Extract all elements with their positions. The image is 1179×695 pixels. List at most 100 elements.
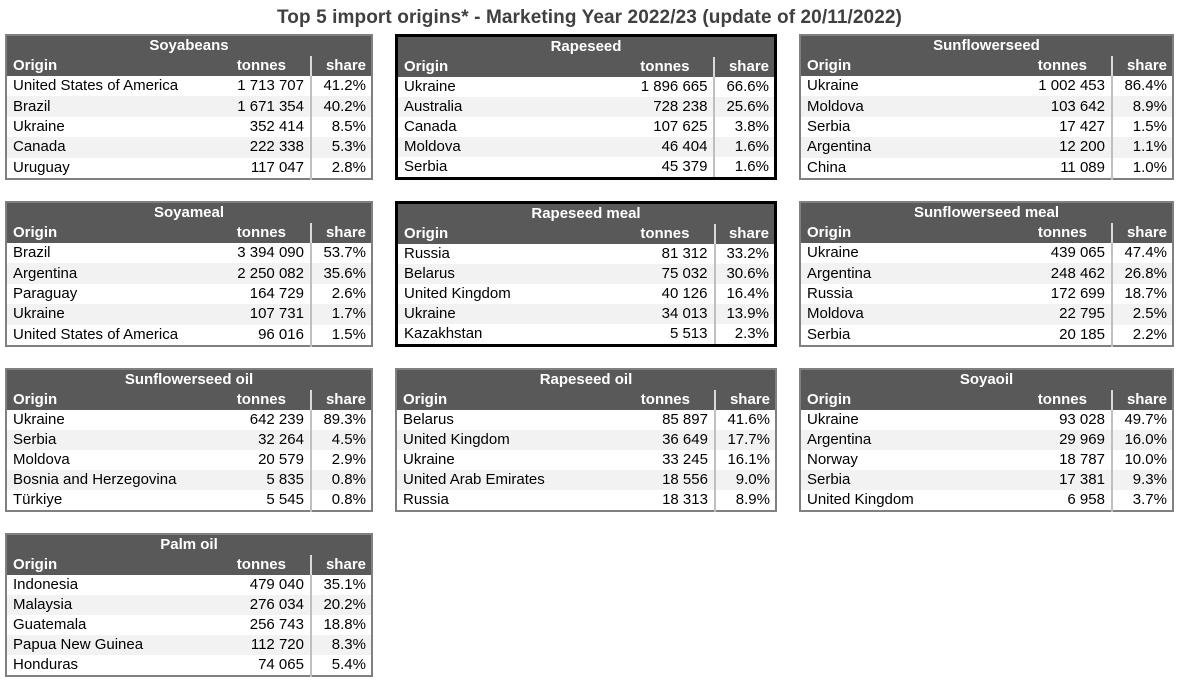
tonnes-cell: 117 047 (250, 158, 304, 176)
origin-cell: Malaysia (13, 596, 73, 613)
tonnes-cell: 93 028 (1059, 411, 1105, 428)
table-row: Brazil 1 671 354 40.2% (6, 96, 372, 117)
table-row: Argentina 2 250 082 35.6% (6, 263, 372, 284)
origin-cell: United Kingdom (404, 285, 511, 302)
table-row: Moldova 46 404 1.6% (396, 137, 776, 157)
origin-cell: Ukraine (404, 305, 456, 322)
table-row: Serbia 45 379 1.6% (396, 157, 776, 179)
import-origins-table: Sunflowerseed Origin tonnes share Ukrain… (799, 34, 1174, 180)
column-header-origin: Origin (396, 224, 613, 244)
share-cell: 9.3% (1110, 470, 1173, 490)
origin-cell: Serbia (807, 117, 851, 135)
origin-cell: Serbia (13, 431, 57, 448)
tonnes-cell: 96 016 (258, 325, 304, 343)
table-title-row: Sunflowerseed oil (6, 369, 372, 390)
tonnes-cell: 17 381 (1059, 471, 1105, 488)
origin-cell: United States of America (13, 77, 179, 95)
share-cell: 18.7% (1111, 283, 1173, 305)
table-title-row: Sunflowerseed (800, 35, 1173, 56)
column-header-row: Origin tonnes share (396, 224, 776, 244)
share-cell: 8.9% (713, 490, 776, 511)
import-origins-table: Soyaoil Origin tonnes share Ukraine 93 0… (799, 368, 1174, 512)
table-row: Moldova 20 579 2.9% (6, 450, 372, 470)
column-header-row: Origin tonnes share (6, 56, 372, 76)
tonnes-cell: 20 185 (1059, 325, 1105, 343)
column-header-origin: Origin (396, 57, 613, 77)
share-cell: 3.8% (713, 117, 776, 137)
column-header-row: Origin tonnes share (6, 555, 372, 575)
column-header-share: share (713, 390, 776, 410)
share-cell: 5.4% (309, 655, 372, 676)
table-title: Rapeseed (396, 35, 776, 57)
tonnes-cell: 75 032 (661, 265, 708, 282)
table-row: Belarus 75 032 30.6% (396, 264, 776, 284)
column-header-share: share (1110, 56, 1173, 76)
tonnes-cell: 29 969 (1059, 431, 1105, 448)
table-title-row: Rapeseed oil (396, 369, 776, 390)
table-title: Soyabeans (6, 35, 372, 56)
column-header-tonnes: tonnes (612, 390, 715, 410)
import-origins-table: Rapeseed Origin tonnes share Ukraine 1 8… (395, 34, 777, 180)
share-cell: 35.1% (309, 575, 372, 595)
column-header-tonnes: tonnes (208, 56, 311, 76)
tonnes-cell: 172 699 (1050, 284, 1105, 302)
origin-cell: Ukraine (403, 451, 455, 468)
origin-cell: Uruguay (13, 158, 70, 176)
share-cell: 1.1% (1110, 137, 1173, 158)
tonnes-cell: 1 896 665 (640, 78, 708, 95)
tonnes-cell: 46 404 (661, 138, 708, 155)
table-row: United Arab Emirates 18 556 9.0% (396, 470, 776, 490)
tonnes-cell: 12 200 (1059, 138, 1105, 156)
share-cell: 1.6% (713, 137, 776, 157)
origin-cell: Ukraine (807, 411, 859, 428)
tonnes-cell: 45 379 (661, 158, 708, 175)
tonnes-cell: 642 239 (249, 411, 304, 428)
origin-cell: Bosnia and Herzegovina (13, 471, 177, 488)
tonnes-cell: 2 250 082 (237, 264, 304, 282)
share-cell: 30.6% (713, 264, 776, 284)
table-row: Moldova 103 642 8.9% (800, 96, 1173, 117)
tonnes-cell: 222 338 (249, 138, 304, 156)
table-row: Norway 18 787 10.0% (800, 450, 1173, 470)
table-title-row: Soyaoil (800, 369, 1173, 390)
origin-cell: Papua New Guinea (13, 636, 144, 653)
table-row: Ukraine 439 065 47.4% (800, 243, 1173, 264)
origin-cell: Honduras (13, 656, 79, 673)
column-header-origin: Origin (800, 56, 1010, 76)
share-cell: 2.6% (309, 283, 372, 305)
origin-cell: Belarus (403, 411, 454, 428)
origin-cell: Australia (404, 98, 463, 115)
table-row: Ukraine 107 731 1.7% (6, 304, 372, 325)
tonnes-cell: 112 720 (250, 636, 304, 653)
table-title: Sunflowerseed meal (800, 202, 1173, 223)
origin-cell: Russia (404, 245, 450, 262)
table-row: Paraguay 164 729 2.6% (6, 283, 372, 305)
column-header-row: Origin tonnes share (800, 390, 1173, 410)
column-header-origin: Origin (6, 555, 209, 575)
table-row: Russia 81 312 33.2% (396, 244, 776, 264)
share-cell: 2.3% (713, 324, 776, 346)
column-header-tonnes: tonnes (1009, 56, 1112, 76)
share-cell: 3.7% (1110, 490, 1173, 511)
share-cell: 16.0% (1110, 430, 1173, 450)
table-row: Ukraine 93 028 49.7% (800, 410, 1173, 430)
share-cell: 0.8% (309, 490, 372, 511)
column-header-tonnes: tonnes (612, 57, 715, 77)
tonnes-cell: 107 625 (653, 118, 708, 135)
import-origins-table: Soyameal Origin tonnes share Brazil 3 39… (5, 201, 373, 347)
origin-cell: Argentina (807, 264, 872, 282)
column-header-share: share (309, 56, 372, 76)
tonnes-cell: 22 795 (1059, 305, 1105, 323)
share-cell: 1.5% (309, 324, 372, 346)
tonnes-cell: 1 002 453 (1038, 77, 1105, 95)
table-row: United States of America 1 713 707 41.2% (6, 76, 372, 97)
import-origins-table: Rapeseed meal Origin tonnes share Russia… (395, 201, 777, 347)
share-cell: 53.7% (309, 243, 372, 264)
share-cell: 41.2% (309, 76, 372, 97)
share-cell: 86.4% (1110, 76, 1173, 97)
column-header-share: share (309, 223, 372, 243)
import-origins-table: Rapeseed oil Origin tonnes share Belarus… (395, 368, 777, 512)
column-header-origin: Origin (6, 223, 209, 243)
tonnes-cell: 248 462 (1050, 264, 1105, 282)
share-cell: 20.2% (309, 595, 372, 615)
